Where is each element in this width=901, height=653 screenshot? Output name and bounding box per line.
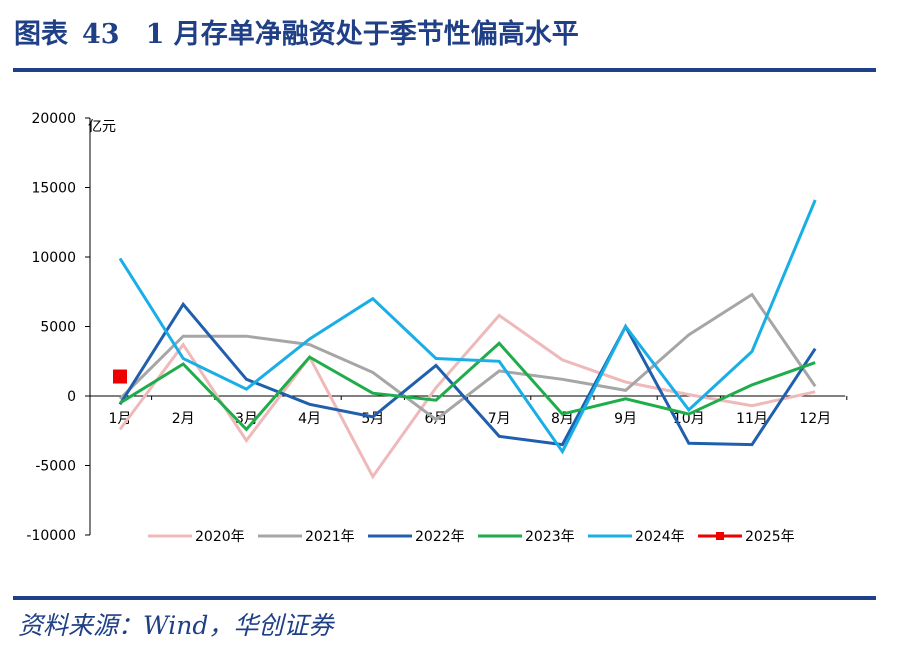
legend-label-2025: 2025年 [745,529,795,545]
x-tick-label: 9月 [614,411,637,427]
x-tick-label: 12月 [799,411,831,427]
series-2023-line [119,341,816,432]
legend-label-2024: 2024年 [635,529,685,545]
legend-label-2023: 2023年 [525,529,575,545]
chart-legend: 2020年 2021年 2022年 2023年 2024年 2025年 [148,529,795,545]
x-tick-label: 8月 [551,411,574,427]
y-tick-label: 10000 [31,250,76,266]
figure-title: 图表 43 1 月存单净融资处于季节性偏高水平 [14,10,579,60]
series-2025-point [113,369,127,384]
figure-number: 43 [82,19,120,50]
series-2024-line [118,199,817,455]
legend-label-2020: 2020年 [195,529,245,545]
chart-series [113,199,817,480]
y-unit-label: 亿元 [88,119,116,135]
x-tick-label: 4月 [298,411,321,427]
x-tick-label: 10月 [673,411,705,427]
y-tick-label: 20000 [31,111,76,127]
legend-label-2022: 2022年 [415,529,465,545]
source-divider [13,596,876,600]
series-2020-line [118,313,816,480]
figure-title-text: 1 月存单净融资处于季节性偏高水平 [145,19,579,50]
x-tick-label: 7月 [488,411,511,427]
y-tick-label: -10000 [26,528,76,544]
x-tick-label: 5月 [361,411,384,427]
title-divider [13,68,876,72]
x-tick-label: 11月 [736,411,768,427]
legend-label-2021: 2021年 [305,529,355,545]
x-tick-label: 2月 [172,411,195,427]
y-tick-label: 5000 [40,320,76,336]
y-tick-label: 15000 [31,181,76,197]
series-2022-line [118,301,817,447]
series-2021-line [118,292,817,422]
y-tick-label: -5000 [35,459,76,475]
legend-marker-2025 [716,532,724,540]
figure-label: 图表 [14,19,68,50]
source-note: 资料来源：Wind，华创证券 [18,611,334,640]
y-tick-label: 0 [67,389,76,405]
